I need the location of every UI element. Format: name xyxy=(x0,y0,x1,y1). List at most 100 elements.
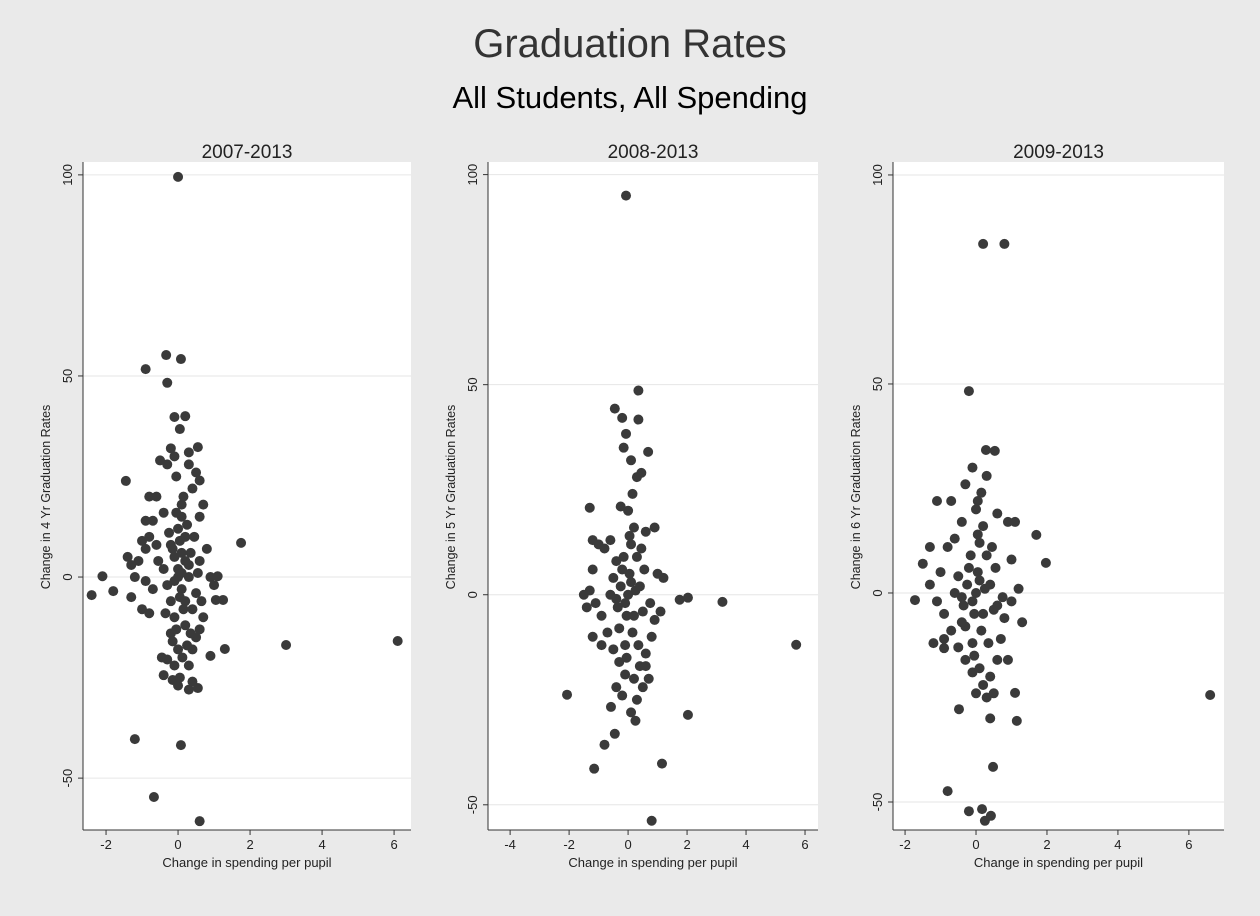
data-point xyxy=(608,644,619,655)
data-point xyxy=(153,555,164,566)
data-point xyxy=(997,592,1008,603)
data-point xyxy=(615,581,626,592)
data-point xyxy=(144,491,155,502)
data-point xyxy=(183,660,194,671)
x-tick-label: 2 xyxy=(1043,837,1050,852)
data-point xyxy=(627,627,638,638)
data-point xyxy=(1006,596,1017,607)
data-point xyxy=(167,636,178,647)
y-tick-label: -50 xyxy=(465,795,480,814)
data-point xyxy=(985,671,996,682)
data-point xyxy=(958,600,969,611)
data-point xyxy=(624,530,635,541)
data-point xyxy=(971,587,982,598)
y-tick-label: 0 xyxy=(60,573,75,580)
x-tick-label: -2 xyxy=(563,837,575,852)
data-point xyxy=(236,537,247,548)
data-point xyxy=(935,567,946,578)
data-point xyxy=(218,594,229,605)
data-point xyxy=(949,587,960,598)
data-point xyxy=(183,459,194,470)
data-point xyxy=(1010,516,1021,527)
data-point xyxy=(643,673,654,684)
plot-area xyxy=(488,162,818,830)
data-point xyxy=(578,589,589,600)
y-axis-label: Change in 4 Yr Graduation Rates xyxy=(39,405,53,590)
data-point xyxy=(151,539,162,550)
data-point xyxy=(640,648,651,659)
data-point xyxy=(636,467,647,478)
data-point xyxy=(630,585,641,596)
data-point xyxy=(587,564,598,575)
data-point xyxy=(995,633,1006,644)
data-point xyxy=(596,610,607,621)
x-tick-label: 0 xyxy=(972,837,979,852)
data-point xyxy=(210,594,221,605)
data-point xyxy=(617,412,628,423)
x-axis-label: Change in spending per pupil xyxy=(974,855,1143,870)
data-point xyxy=(621,652,632,663)
data-point xyxy=(144,608,155,619)
data-point xyxy=(189,531,200,542)
data-point xyxy=(605,589,616,600)
data-point xyxy=(992,508,1003,519)
data-point xyxy=(682,592,693,603)
data-point xyxy=(924,541,935,552)
data-point xyxy=(633,640,644,651)
data-point xyxy=(605,535,616,546)
data-point xyxy=(946,625,957,636)
x-tick-label: 4 xyxy=(1114,837,1121,852)
data-point xyxy=(967,596,978,607)
data-point xyxy=(967,638,978,649)
data-point xyxy=(978,679,989,690)
data-point xyxy=(956,617,967,628)
data-point xyxy=(162,377,173,388)
data-point xyxy=(177,652,188,663)
data-point xyxy=(620,640,631,651)
data-point xyxy=(590,598,601,609)
data-point xyxy=(621,428,632,439)
y-axis-label: Change in 5 Yr Graduation Rates xyxy=(444,405,458,590)
data-point xyxy=(646,815,657,826)
x-tick-label: 0 xyxy=(174,837,181,852)
data-point xyxy=(147,515,158,526)
data-point xyxy=(129,572,140,583)
data-point xyxy=(974,575,985,586)
data-point xyxy=(971,504,982,515)
y-tick-label: 100 xyxy=(465,164,480,186)
panel-title: 2007-2013 xyxy=(202,142,293,163)
data-point xyxy=(976,487,987,498)
data-point xyxy=(86,590,97,601)
data-point xyxy=(986,541,997,552)
data-point xyxy=(618,442,629,453)
x-axis-label: Change in spending per pupil xyxy=(162,855,331,870)
data-point xyxy=(174,424,185,435)
data-point xyxy=(674,594,685,605)
data-point xyxy=(147,584,158,595)
y-tick-label: 100 xyxy=(870,164,885,186)
data-point xyxy=(953,642,964,653)
panel-title: 2008-2013 xyxy=(608,142,699,163)
data-point xyxy=(158,507,169,518)
data-point xyxy=(969,608,980,619)
data-point xyxy=(192,568,203,579)
data-point xyxy=(609,403,620,414)
data-point xyxy=(633,414,644,425)
x-tick-label: 4 xyxy=(318,837,325,852)
data-point xyxy=(614,623,625,634)
x-tick-label: -2 xyxy=(899,837,911,852)
data-point xyxy=(183,447,194,458)
data-point xyxy=(978,521,989,532)
data-point xyxy=(162,654,173,665)
data-point xyxy=(187,676,198,687)
data-point xyxy=(587,631,598,642)
data-point xyxy=(1006,554,1017,565)
data-point xyxy=(194,816,205,827)
data-point xyxy=(967,462,978,473)
data-point xyxy=(628,610,639,621)
data-point xyxy=(169,576,180,587)
data-point xyxy=(791,639,802,650)
data-point xyxy=(183,684,194,695)
data-point xyxy=(178,604,189,615)
data-point xyxy=(949,533,960,544)
